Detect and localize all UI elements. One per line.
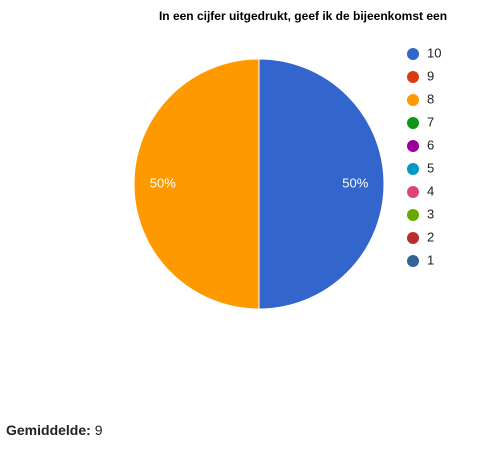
legend-swatch — [407, 186, 419, 198]
legend-swatch — [407, 94, 419, 106]
slice-label: 50% — [342, 175, 368, 190]
legend-label: 8 — [427, 91, 434, 106]
legend-label: 2 — [427, 229, 434, 244]
legend-label: 3 — [427, 206, 434, 221]
legend-swatch — [407, 117, 419, 129]
chart: In een cijfer uitgedrukt, geef ik de bij… — [133, 9, 447, 310]
pie-slice — [258, 58, 385, 310]
legend-label: 1 — [427, 252, 434, 267]
legend-swatch — [407, 232, 419, 244]
legend-label: 5 — [427, 160, 434, 175]
legend-label: 10 — [427, 45, 441, 60]
legend-label: 7 — [427, 114, 434, 129]
pie-slice — [133, 58, 260, 310]
legend-swatch — [407, 71, 419, 83]
legend-label: 6 — [427, 137, 434, 152]
legend-swatch — [407, 163, 419, 175]
legend-label: 9 — [427, 68, 434, 83]
legend-swatch — [407, 255, 419, 267]
chart-title: In een cijfer uitgedrukt, geef ik de bij… — [159, 9, 447, 23]
legend-swatch — [407, 48, 419, 60]
legend-label: 4 — [427, 183, 434, 198]
legend-swatch — [407, 209, 419, 221]
slice-label: 50% — [150, 175, 176, 190]
average-value: 9 — [94, 422, 103, 438]
legend-swatch — [407, 140, 419, 152]
average-label: Gemiddelde: — [6, 422, 91, 438]
average: Gemiddelde: 9 — [6, 422, 102, 438]
